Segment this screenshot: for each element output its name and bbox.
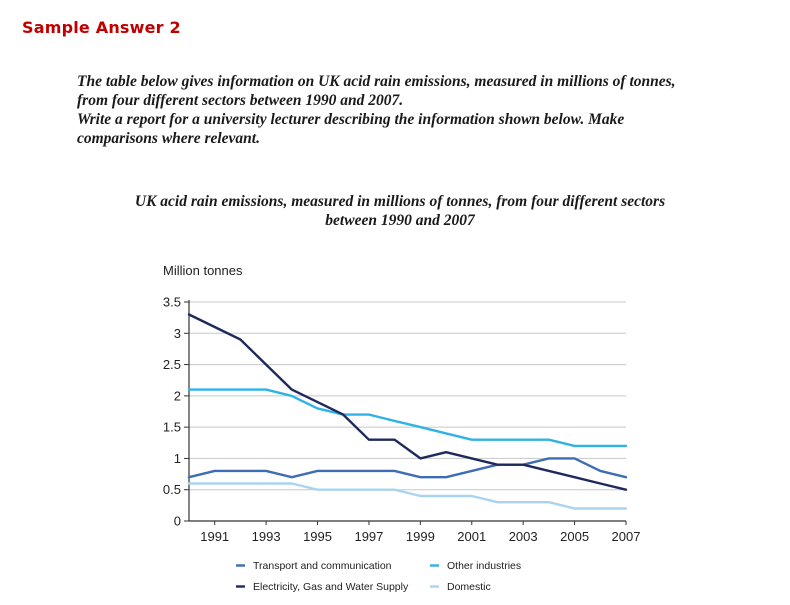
y-tick-label: 0.5 — [163, 482, 181, 497]
prompt-line: Write a report for a university lecturer… — [77, 111, 625, 128]
y-tick-label: 3 — [174, 326, 181, 341]
series-lines — [187, 313, 628, 510]
task-prompt: The table below gives information on UK … — [77, 72, 767, 148]
y-tick-label: 1 — [174, 451, 181, 466]
y-tick-label: 2 — [174, 388, 181, 403]
x-tick-label: 1995 — [303, 529, 332, 544]
x-tick-label: 1997 — [354, 529, 383, 544]
prompt-line: The table below gives information on UK … — [77, 73, 676, 90]
x-tick-label: 2001 — [457, 529, 486, 544]
x-tick-label: 1991 — [200, 529, 229, 544]
axes: 0 0.5 1 1.5 2 2.5 3 3.5 Million tonnes 1991 1993 19… — [163, 263, 641, 544]
x-tick-label: 1993 — [252, 529, 281, 544]
y-tick-label: 3.5 — [163, 295, 181, 310]
y-tick-label: 1.5 — [163, 420, 181, 435]
x-tick-label: 2003 — [509, 529, 538, 544]
legend-entry: Domestic — [447, 581, 491, 593]
chart-title-line: UK acid rain emissions, measured in mill… — [134, 193, 666, 210]
x-tick-label: 2007 — [612, 529, 641, 544]
y-axis-label: Million tonnes — [163, 263, 243, 278]
series-line-electricity-gas-and-water-supply — [187, 313, 628, 491]
legend: Transport and communication Other industr… — [236, 560, 521, 593]
chart-title-line: between 1990 and 2007 — [325, 212, 475, 229]
prompt-line: from four different sectors between 1990… — [77, 92, 404, 109]
series-line-domestic — [187, 482, 628, 510]
x-tick-label: 1999 — [406, 529, 435, 544]
y-tick-label: 0 — [174, 514, 181, 529]
y-tick-label: 2.5 — [163, 357, 181, 372]
legend-entry: Electricity, Gas and Water Supply — [253, 581, 409, 593]
series-line-other-industries — [187, 388, 628, 448]
legend-entry: Transport and communication — [253, 560, 392, 572]
series-line-transport-and-communication — [187, 457, 628, 479]
page-title: Sample Answer 2 — [22, 18, 181, 37]
gridlines — [189, 301, 626, 491]
legend-entry: Other industries — [447, 560, 521, 572]
prompt-line: comparisons where relevant. — [77, 130, 260, 147]
x-tick-label: 2005 — [560, 529, 589, 544]
chart-title: UK acid rain emissions, measured in mill… — [40, 192, 760, 230]
